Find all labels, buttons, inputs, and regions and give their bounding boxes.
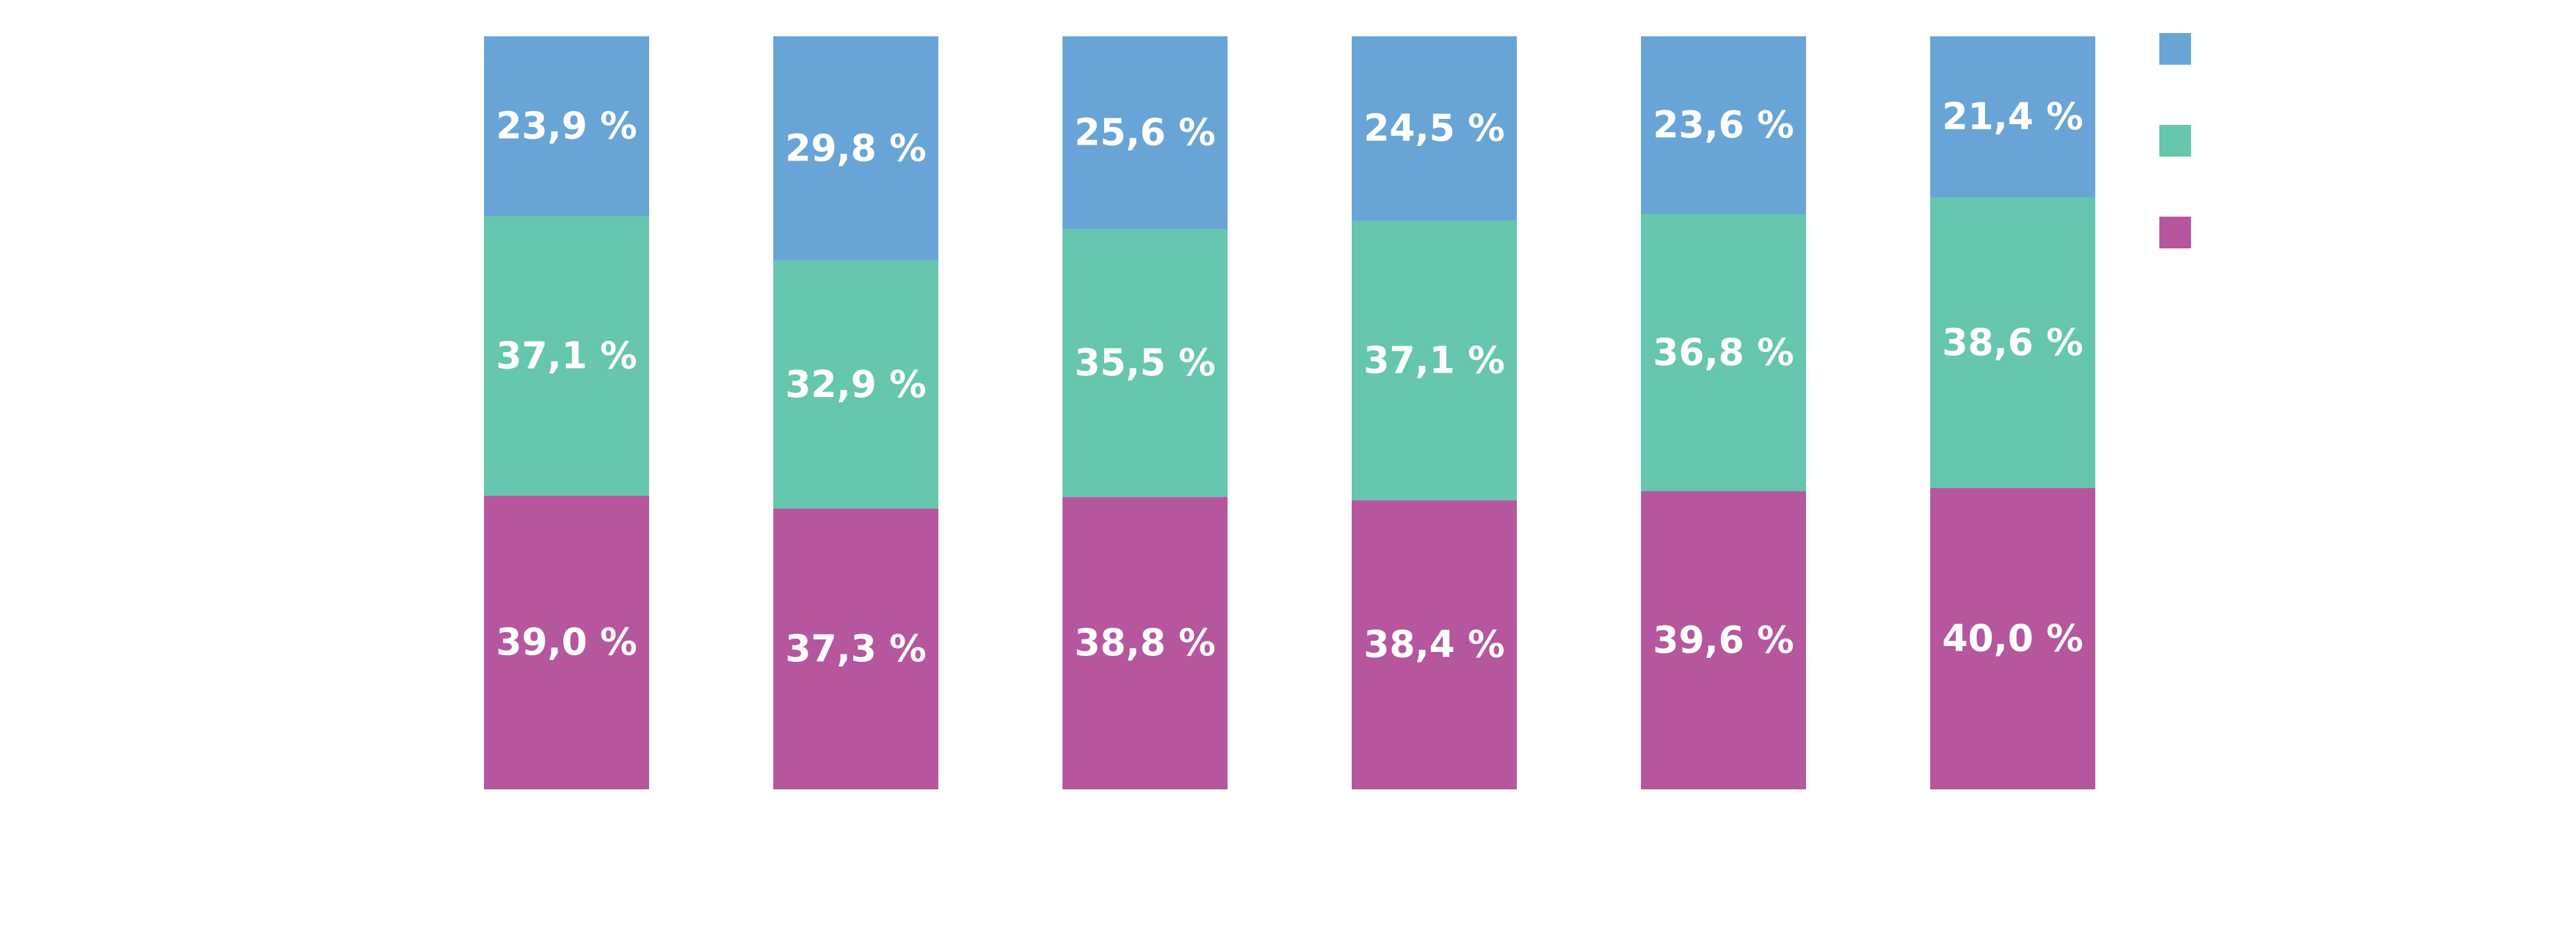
bar-segment-s0-c1 bbox=[773, 508, 938, 789]
data-label-s2-c2: 25,6 % bbox=[1074, 112, 1216, 155]
data-label-s2-c5: 21,4 % bbox=[1942, 95, 2083, 138]
bar-segment-s0-c2 bbox=[1062, 497, 1228, 789]
data-label-s1-c5: 38,6 % bbox=[1942, 321, 2083, 364]
bars-layer bbox=[484, 36, 2095, 789]
bar-segment-s1-c3 bbox=[1352, 221, 1517, 501]
legend-swatch-s2 bbox=[2159, 33, 2191, 65]
data-label-s1-c3: 37,1 % bbox=[1364, 339, 1505, 382]
bar-segment-s0-c0 bbox=[484, 495, 649, 789]
data-label-s0-c5: 40,0 % bbox=[1942, 618, 2083, 661]
bar-segment-s0-c5 bbox=[1930, 488, 2095, 789]
bar-segment-s2-c2 bbox=[1062, 36, 1228, 230]
labels-layer: 39,0 % 37,1 % 23,9 % 37,3 % 32,9 % 29,8 % 38,8… bbox=[496, 95, 2083, 670]
bar-segment-s2-c4 bbox=[1641, 36, 1806, 215]
data-label-s2-c0: 23,9 % bbox=[496, 105, 637, 148]
bar-segment-s1-c5 bbox=[1930, 197, 2095, 488]
bar-segment-s1-c0 bbox=[484, 216, 649, 496]
bar-segment-s2-c0 bbox=[484, 36, 649, 217]
data-label-s2-c3: 24,5 % bbox=[1364, 107, 1505, 150]
legend bbox=[2159, 33, 2191, 248]
data-label-s0-c2: 38,8 % bbox=[1074, 622, 1216, 665]
data-label-s0-c0: 39,0 % bbox=[496, 621, 637, 664]
bar-segment-s2-c3 bbox=[1352, 36, 1517, 221]
data-label-s0-c3: 38,4 % bbox=[1364, 624, 1505, 666]
data-label-s1-c0: 37,1 % bbox=[496, 334, 637, 377]
bar-segment-s2-c1 bbox=[773, 36, 938, 261]
legend-swatch-s0 bbox=[2159, 217, 2191, 248]
data-label-s1-c1: 32,9 % bbox=[785, 363, 926, 406]
data-label-s0-c4: 39,6 % bbox=[1653, 619, 1794, 662]
bar-segment-s1-c4 bbox=[1641, 214, 1806, 491]
legend-swatch-s1 bbox=[2159, 125, 2191, 157]
bar-segment-s1-c1 bbox=[773, 260, 938, 509]
bar-segment-s0-c3 bbox=[1352, 500, 1517, 789]
data-label-s0-c1: 37,3 % bbox=[785, 628, 926, 670]
data-label-s1-c2: 35,5 % bbox=[1074, 342, 1216, 384]
bar-segment-s1-c2 bbox=[1062, 229, 1228, 497]
bar-segment-s2-c5 bbox=[1930, 36, 2095, 198]
data-label-s2-c4: 23,6 % bbox=[1653, 104, 1794, 147]
data-label-s1-c4: 36,8 % bbox=[1653, 331, 1794, 374]
bar-segment-s0-c4 bbox=[1641, 491, 1806, 789]
data-label-s2-c1: 29,8 % bbox=[785, 127, 926, 170]
